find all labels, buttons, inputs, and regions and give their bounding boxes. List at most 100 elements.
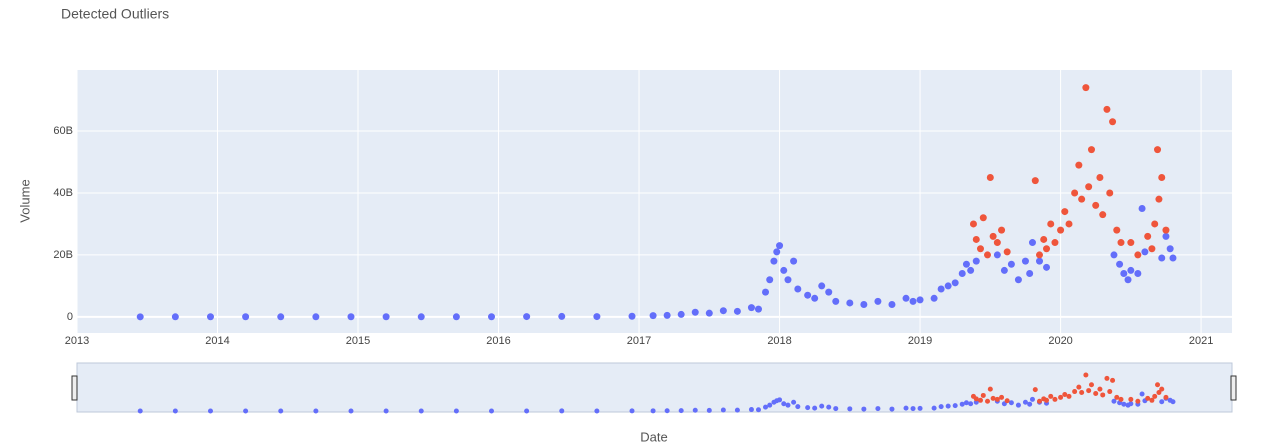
point: [1078, 195, 1086, 203]
point: [874, 297, 882, 305]
point: [1014, 276, 1022, 284]
point: [1148, 245, 1156, 253]
slider-point: [767, 402, 773, 408]
point: [811, 294, 819, 302]
point: [1051, 239, 1059, 247]
slider-point: [313, 408, 319, 414]
slider-point: [1004, 398, 1010, 404]
slider-point: [977, 397, 983, 403]
slider-point: [1121, 401, 1127, 407]
slider-point: [1044, 397, 1050, 403]
point: [846, 299, 854, 307]
point: [1134, 270, 1142, 278]
point: [1061, 208, 1069, 216]
point: [677, 310, 685, 318]
point: [1043, 263, 1051, 271]
slider-point: [1088, 382, 1094, 388]
point: [1117, 239, 1125, 247]
point: [1169, 254, 1177, 262]
slider-point: [1128, 401, 1134, 407]
point: [773, 248, 781, 256]
slider-point: [278, 408, 284, 414]
x-tick-label: 2016: [486, 335, 510, 347]
point: [958, 270, 966, 278]
y-axis-title: Volume: [17, 179, 32, 222]
slider-point: [1159, 399, 1165, 405]
range-slider[interactable]: [76, 362, 1233, 413]
slider-point: [706, 407, 712, 413]
point: [747, 304, 755, 312]
plot-area: [77, 70, 1232, 333]
point: [1031, 177, 1039, 185]
slider-point: [1111, 398, 1117, 404]
point: [628, 312, 636, 320]
point: [825, 288, 833, 296]
slider-point: [1156, 390, 1162, 396]
slider-point: [383, 408, 389, 414]
x-tick-label: 2021: [1189, 335, 1213, 347]
slider-point: [847, 406, 853, 412]
slider-point: [1149, 397, 1155, 403]
slider-point: [1032, 387, 1038, 393]
point: [1116, 260, 1124, 268]
point: [909, 297, 917, 305]
point: [1124, 276, 1132, 284]
slider-point: [1076, 384, 1082, 390]
slider-point: [910, 406, 916, 412]
point: [993, 251, 1001, 259]
slider-point: [755, 407, 761, 413]
slider-point: [1022, 399, 1028, 405]
slider-point: [945, 403, 951, 409]
point: [770, 257, 778, 265]
point: [312, 313, 320, 321]
point: [417, 313, 425, 321]
y-tick-label: 40B: [53, 187, 73, 199]
point: [1007, 260, 1015, 268]
slider-point: [994, 396, 1000, 402]
point: [1109, 118, 1117, 126]
slider-point: [999, 394, 1005, 400]
point: [1047, 220, 1055, 228]
range-handle-right[interactable]: [1230, 375, 1237, 401]
point: [794, 285, 802, 293]
point: [1166, 245, 1174, 253]
point: [242, 313, 250, 321]
slider-point: [1118, 396, 1124, 402]
x-tick-label: 2014: [205, 335, 229, 347]
point: [902, 294, 910, 302]
point: [1103, 105, 1111, 113]
slider-point: [1093, 390, 1099, 396]
slider-point: [795, 404, 801, 410]
slider-point: [777, 397, 783, 403]
slider-point: [594, 408, 600, 414]
point: [1092, 201, 1100, 209]
point: [1158, 254, 1166, 262]
point: [1087, 146, 1095, 154]
slider-point: [973, 396, 979, 402]
slider-point: [243, 408, 249, 414]
point: [993, 239, 1001, 247]
point: [1151, 220, 1159, 228]
point: [989, 232, 997, 240]
point: [1057, 226, 1065, 234]
slider-point: [1139, 391, 1145, 397]
range-handle-left[interactable]: [71, 375, 78, 401]
point: [754, 305, 762, 313]
point: [766, 276, 774, 284]
point: [967, 266, 975, 274]
point: [1043, 245, 1051, 253]
point: [1144, 232, 1152, 240]
point: [784, 276, 792, 284]
point: [944, 282, 952, 290]
point: [347, 313, 355, 321]
y-tick-label: 20B: [53, 249, 73, 261]
point: [593, 313, 601, 321]
point: [649, 312, 657, 320]
slider-point: [1135, 398, 1141, 404]
slider-point: [985, 398, 991, 404]
point: [976, 245, 984, 253]
slider-point: [1029, 396, 1035, 402]
slider-point: [489, 408, 495, 414]
slider-point: [678, 408, 684, 414]
point: [1075, 161, 1083, 169]
